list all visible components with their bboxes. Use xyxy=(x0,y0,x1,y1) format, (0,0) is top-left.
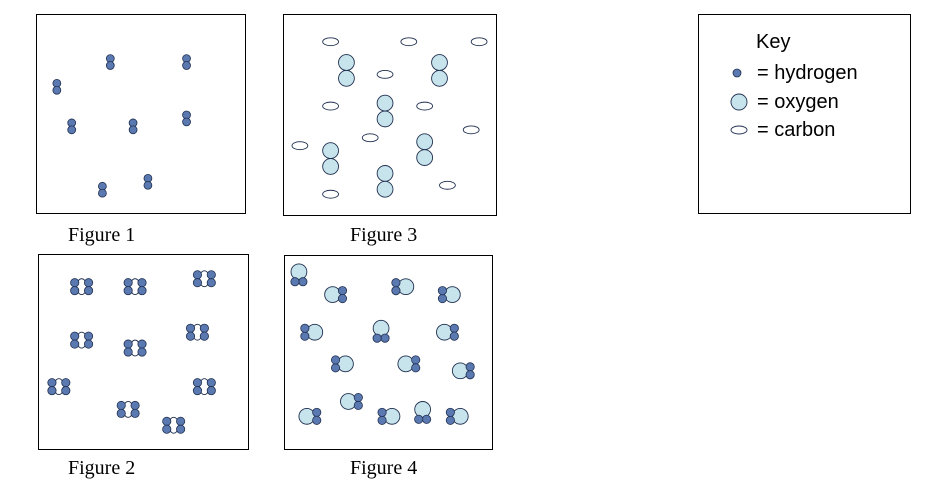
figure-2-box xyxy=(38,254,249,450)
water-molecule xyxy=(290,263,308,287)
oxygen-molecule xyxy=(322,142,339,175)
carbon-atom xyxy=(322,101,339,111)
water-molecule xyxy=(451,362,475,380)
carbon-atom xyxy=(322,189,339,199)
water-molecule xyxy=(391,278,415,296)
water-molecule xyxy=(340,392,363,411)
oxygen-molecule xyxy=(431,54,448,87)
water-molecule xyxy=(414,401,432,424)
water-molecule xyxy=(377,407,401,425)
carbon-atom xyxy=(322,37,339,47)
water-molecule xyxy=(298,407,322,425)
key-row-oxygen: = oxygen xyxy=(729,89,839,115)
key-legend: Key = hydrogen = oxygen = carbon xyxy=(698,14,911,214)
hydrogen-molecule xyxy=(98,181,107,198)
water-molecule xyxy=(330,355,354,373)
methane-molecule xyxy=(123,339,147,357)
figure-2-caption: Figure 2 xyxy=(68,457,136,479)
carbon-atom xyxy=(416,101,434,111)
methane-molecule xyxy=(47,378,71,396)
water-molecule xyxy=(300,323,324,341)
carbon-atom xyxy=(376,70,394,79)
carbon-icon xyxy=(729,117,753,143)
methane-molecule xyxy=(70,331,94,349)
hydrogen-icon xyxy=(729,60,753,86)
hydrogen-molecule xyxy=(128,118,138,135)
hydrogen-molecule xyxy=(52,78,62,95)
hydrogen-molecule xyxy=(143,173,153,190)
methane-molecule xyxy=(192,270,216,288)
carbon-atom xyxy=(400,37,418,47)
figure-1-caption: Figure 1 xyxy=(68,224,136,246)
oxygen-molecule xyxy=(338,54,355,87)
key-label-carbon: = carbon xyxy=(757,118,836,141)
carbon-atom xyxy=(291,141,309,151)
hydrogen-molecule xyxy=(105,54,115,70)
water-molecule xyxy=(436,323,459,341)
water-molecule xyxy=(445,407,469,425)
methane-molecule xyxy=(70,278,94,296)
methane-molecule xyxy=(116,400,140,418)
water-molecule xyxy=(397,355,421,373)
hydrogen-molecule xyxy=(182,110,191,127)
water-molecule xyxy=(437,286,461,304)
oxygen-molecule xyxy=(416,133,434,166)
water-molecule xyxy=(372,319,390,343)
figure-3-box xyxy=(283,14,497,216)
hydrogen-molecule xyxy=(182,54,191,70)
figure-1-diagram xyxy=(52,54,191,198)
methane-molecule xyxy=(162,416,186,434)
oxygen-molecule xyxy=(376,165,394,198)
water-molecule xyxy=(324,286,348,304)
methane-molecule xyxy=(185,323,209,341)
figure-4-caption: Figure 4 xyxy=(350,457,418,479)
key-title: Key xyxy=(756,31,791,53)
figure-4-box xyxy=(284,255,493,450)
carbon-atom xyxy=(470,37,488,47)
key-label-hydrogen: = hydrogen xyxy=(757,61,858,84)
oxygen-icon xyxy=(729,89,753,115)
key-row-hydrogen: = hydrogen xyxy=(729,60,858,86)
figure-3-diagram xyxy=(291,37,488,199)
oxygen-molecule xyxy=(376,94,394,128)
methane-molecule xyxy=(123,278,147,296)
hydrogen-molecule xyxy=(67,118,77,135)
carbon-atom xyxy=(361,133,379,143)
figure-2-diagram xyxy=(47,270,216,434)
carbon-atom xyxy=(439,180,456,190)
figure-4-diagram xyxy=(290,263,475,425)
key-row-carbon: = carbon xyxy=(729,117,835,143)
figure-1-box xyxy=(36,14,246,214)
methane-molecule xyxy=(192,378,216,396)
figure-3-caption: Figure 3 xyxy=(350,224,418,246)
key-label-oxygen: = oxygen xyxy=(757,90,839,113)
carbon-atom xyxy=(462,125,480,135)
